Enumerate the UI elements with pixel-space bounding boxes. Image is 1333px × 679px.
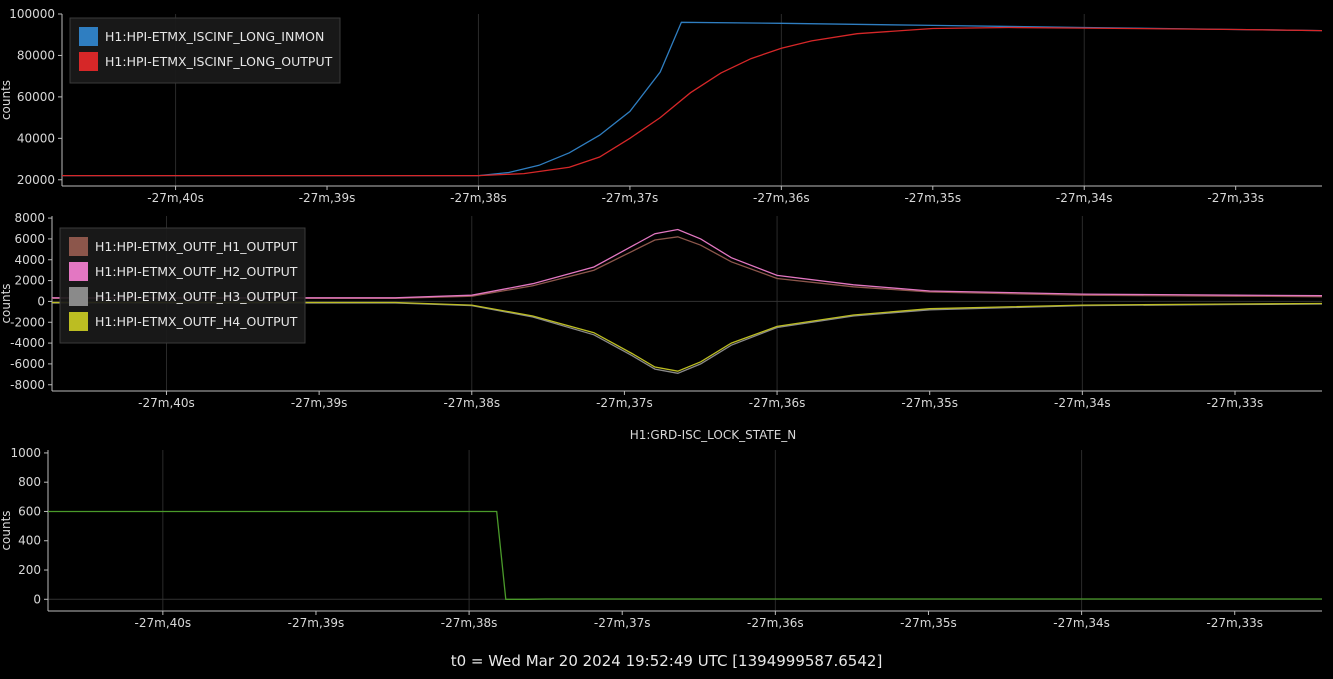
y-tick-label: 0 bbox=[33, 592, 41, 606]
y-tick-label: 200 bbox=[18, 563, 41, 577]
y-tick-label: 40000 bbox=[17, 131, 55, 145]
y-tick-label: 0 bbox=[37, 294, 45, 308]
x-tick-label: -27m,38s bbox=[450, 191, 507, 205]
legend-entry: H1:HPI-ETMX_ISCINF_LONG_OUTPUT bbox=[105, 54, 333, 69]
x-tick-label: -27m,39s bbox=[299, 191, 356, 205]
x-tick-label: -27m,39s bbox=[291, 396, 348, 410]
series-line-3 bbox=[52, 302, 1322, 374]
legend-entry: H1:HPI-ETMX_ISCINF_LONG_INMON bbox=[105, 29, 324, 44]
legend-swatch bbox=[69, 237, 88, 256]
y-tick-label: 6000 bbox=[14, 232, 45, 246]
x-tick-label: -27m,40s bbox=[147, 191, 204, 205]
y-axis-label: counts bbox=[0, 80, 13, 120]
series-line-2 bbox=[62, 26, 1322, 177]
y-tick-label: 400 bbox=[18, 534, 41, 548]
chart-panel-1: 20000 40000 60000 80000 100000 -27m,40s -27m,3… bbox=[0, 7, 1322, 205]
chart-panel-3: 0 200 400 600 800 1000 -27m,40s -27m,39s -27m,38… bbox=[0, 428, 1322, 630]
x-tick-label: -27m,34s bbox=[1053, 616, 1110, 630]
y-tick-label: 2000 bbox=[14, 274, 45, 288]
legend-swatch bbox=[79, 27, 98, 46]
y-tick-label: -4000 bbox=[10, 336, 45, 350]
time-origin-label: t0 = Wed Mar 20 2024 19:52:49 UTC [13949… bbox=[450, 652, 883, 670]
legend-entry: H1:HPI-ETMX_OUTF_H1_OUTPUT bbox=[95, 239, 298, 254]
legend: H1:HPI-ETMX_ISCINF_LONG_INMON H1:HPI-ETMX… bbox=[69, 17, 341, 84]
legend-entry: H1:HPI-ETMX_OUTF_H2_OUTPUT bbox=[95, 264, 298, 279]
legend-entry: H1:HPI-ETMX_OUTF_H4_OUTPUT bbox=[95, 314, 298, 329]
legend-swatch bbox=[79, 52, 98, 71]
chart-panel-2: -8000 -6000 -4000 -2000 0 2000 4000 6000 8000 -27… bbox=[0, 211, 1322, 410]
x-tick-label: -27m,37s bbox=[602, 191, 659, 205]
y-tick-label: -2000 bbox=[10, 315, 45, 329]
y-axis-label: counts bbox=[0, 283, 13, 323]
x-tick-label: -27m,37s bbox=[594, 616, 651, 630]
legend-box bbox=[69, 17, 341, 84]
y-tick-label: 20000 bbox=[17, 173, 55, 187]
x-tick-label: -27m,33s bbox=[1207, 396, 1264, 410]
y-tick-label: 1000 bbox=[10, 446, 41, 460]
x-tick-label: -27m,34s bbox=[1056, 191, 1113, 205]
x-tick-label: -27m,40s bbox=[138, 396, 195, 410]
x-tick-label: -27m,39s bbox=[288, 616, 345, 630]
legend-swatch bbox=[69, 262, 88, 281]
x-tick-label: -27m,40s bbox=[135, 616, 192, 630]
x-tick-label: -27m,38s bbox=[443, 396, 500, 410]
y-tick-label: 80000 bbox=[17, 48, 55, 62]
chart-title: H1:GRD-ISC_LOCK_STATE_N bbox=[630, 428, 797, 442]
series-line-1 bbox=[52, 236, 1322, 299]
legend-swatch bbox=[69, 312, 88, 331]
x-tick-label: -27m,35s bbox=[900, 616, 957, 630]
legend-swatch bbox=[69, 287, 88, 306]
x-tick-label: -27m,34s bbox=[1054, 396, 1111, 410]
x-tick-label: -27m,33s bbox=[1207, 191, 1264, 205]
series-line-1 bbox=[48, 510, 1322, 600]
y-tick-label: 600 bbox=[18, 504, 41, 518]
series-line-4 bbox=[52, 301, 1322, 372]
legend: H1:HPI-ETMX_OUTF_H1_OUTPUT H1:HPI-ETMX_OU… bbox=[59, 227, 306, 344]
x-tick-label: -27m,37s bbox=[596, 396, 653, 410]
x-tick-label: -27m,35s bbox=[904, 191, 961, 205]
y-axis-label: counts bbox=[0, 510, 13, 550]
y-tick-label: 4000 bbox=[14, 253, 45, 267]
x-tick-label: -27m,38s bbox=[441, 616, 498, 630]
x-tick-label: -27m,35s bbox=[901, 396, 958, 410]
y-tick-label: 8000 bbox=[14, 211, 45, 225]
series-line-1 bbox=[62, 21, 1322, 177]
x-tick-label: -27m,36s bbox=[753, 191, 810, 205]
legend-box bbox=[59, 227, 306, 344]
y-tick-label: 800 bbox=[18, 475, 41, 489]
x-tick-label: -27m,36s bbox=[749, 396, 806, 410]
y-tick-label: 60000 bbox=[17, 90, 55, 104]
y-tick-label: -6000 bbox=[10, 357, 45, 371]
x-tick-label: -27m,36s bbox=[747, 616, 804, 630]
legend-entry: H1:HPI-ETMX_OUTF_H3_OUTPUT bbox=[95, 289, 298, 304]
y-tick-label: 100000 bbox=[9, 7, 55, 21]
x-tick-label: -27m,33s bbox=[1206, 616, 1263, 630]
y-tick-label: -8000 bbox=[10, 378, 45, 392]
series-line-2 bbox=[52, 228, 1322, 299]
